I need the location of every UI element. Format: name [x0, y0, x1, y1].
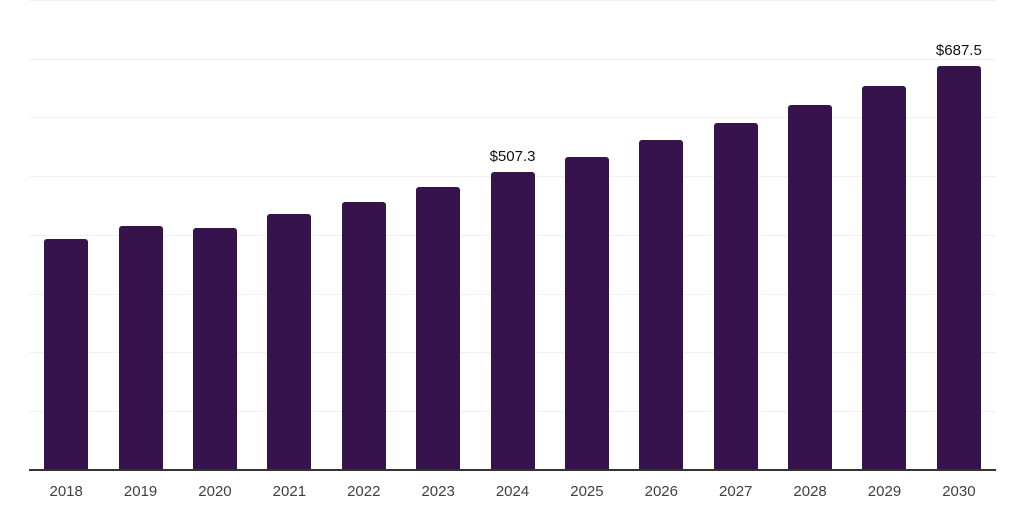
- bar-slot-2021: [252, 0, 326, 470]
- bar-slot-2025: [550, 0, 624, 470]
- bar-slot-2026: [624, 0, 698, 470]
- bar-2024: [490, 172, 535, 470]
- bar-2025: [564, 156, 609, 470]
- x-tick-label-2026: 2026: [644, 483, 678, 500]
- x-tick-label-2021: 2021: [272, 483, 307, 500]
- bar-value-label-2030: $687.5: [935, 42, 982, 60]
- x-tick-label-2030: 2030: [942, 483, 976, 500]
- bar-2021: [267, 214, 312, 470]
- x-tick-label-2024: 2024: [495, 483, 530, 500]
- bar-2019: [118, 225, 163, 470]
- bar-2018: [44, 238, 89, 470]
- bar-2020: [192, 227, 237, 470]
- bar-2029: [862, 86, 907, 470]
- bar-slot-2022: [327, 0, 401, 470]
- bar-value-label-2024: $507.3: [489, 148, 536, 165]
- bar-slot-2019: [103, 0, 177, 470]
- bar-slot-2027: [699, 0, 773, 470]
- x-axis-line: [29, 469, 996, 471]
- x-tick-label-2028: 2028: [793, 483, 827, 500]
- bar-slot-2024: $507.3: [475, 0, 549, 470]
- x-tick-label-2022: 2022: [347, 483, 381, 500]
- gridline-800: [29, 0, 996, 1]
- bar-2027: [713, 123, 758, 470]
- x-tick-label-2019: 2019: [123, 483, 158, 500]
- x-tick-label-2018: 2018: [49, 483, 83, 500]
- bar-slot-2020: [178, 0, 252, 470]
- bar-2023: [416, 187, 461, 470]
- x-tick-label-2025: 2025: [570, 483, 604, 500]
- x-axis: 2018 2019 2020 2021 2022 2023 2024 2025 2026 2027…: [29, 483, 996, 501]
- bars-container: $507.3 $687.5: [29, 0, 996, 470]
- bar-2026: [639, 140, 684, 470]
- gridline-600: [29, 117, 996, 118]
- x-tick-label-2023: 2023: [421, 483, 455, 500]
- bar-2022: [341, 201, 386, 470]
- x-tick-label-2029: 2029: [867, 483, 902, 500]
- gridline-700: [29, 59, 996, 60]
- bar-slot-2028: [773, 0, 847, 470]
- bar-2028: [788, 104, 833, 470]
- bar-2030: [936, 66, 981, 470]
- bar-slot-2030: $687.5: [922, 0, 996, 470]
- bar-slot-2029: [847, 0, 921, 470]
- bar-slot-2018: [29, 0, 103, 470]
- x-tick-label-2027: 2027: [719, 483, 753, 500]
- bar-slot-2023: [401, 0, 475, 470]
- x-tick-label-2020: 2020: [198, 483, 232, 500]
- plot-area: $507.3 $687.5: [29, 0, 996, 471]
